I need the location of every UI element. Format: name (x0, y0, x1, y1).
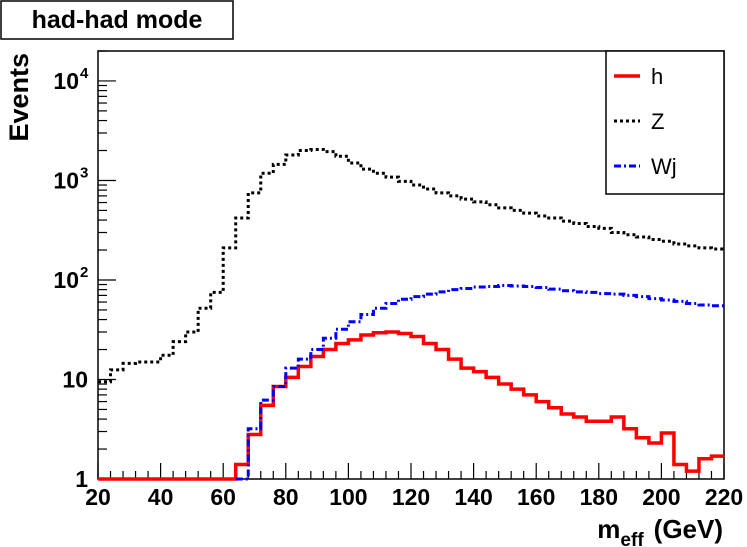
x-tick-label: 80 (273, 484, 299, 510)
x-axis-label: meff (GeV) (597, 514, 723, 547)
legend-label-h: h (651, 64, 663, 89)
y-tick-label: 10 (53, 267, 79, 293)
y-tick-exponent: 3 (80, 164, 88, 181)
x-tick-labels: 20 40 60 80 100 120 140 160 180 200 220 (85, 484, 743, 510)
x-tick-label: 220 (705, 484, 743, 510)
x-tick-label: 20 (85, 484, 111, 510)
series-layer (98, 147, 724, 481)
series-line-wj (235, 284, 724, 481)
x-axis-label-sub: eff (620, 530, 644, 547)
series-line-h (98, 330, 724, 481)
x-tick-label: 180 (580, 484, 618, 510)
y-tick-exponent: 2 (80, 264, 88, 281)
chart-title-box: had-had mode (0, 0, 234, 40)
y-axis-label: Events (4, 53, 34, 142)
chart-title-frame (0, 0, 234, 40)
legend-label-z: Z (651, 109, 664, 134)
series-line-z (98, 147, 724, 384)
x-tick-label: 120 (392, 484, 430, 510)
x-tick-label: 160 (517, 484, 555, 510)
y-tick-label: 10 (53, 167, 79, 193)
x-tick-label: 100 (329, 484, 367, 510)
x-tick-label: 140 (454, 484, 492, 510)
chart-title: had-had mode (32, 6, 203, 34)
x-axis-label-main: m (597, 514, 620, 544)
y-tick-exponent: 4 (80, 65, 89, 82)
x-tick-label: 200 (642, 484, 680, 510)
x-tick-label: 40 (148, 484, 174, 510)
x-tick-label: 60 (210, 484, 236, 510)
y-tick-label: 10 (53, 68, 79, 94)
legend-label-wj: Wj (651, 154, 677, 179)
x-axis-label-unit: (GeV) (654, 514, 723, 544)
legend: h Z Wj (605, 50, 725, 195)
y-tick-label: 1 (75, 466, 88, 492)
y-tick-label: 10 (62, 366, 88, 392)
